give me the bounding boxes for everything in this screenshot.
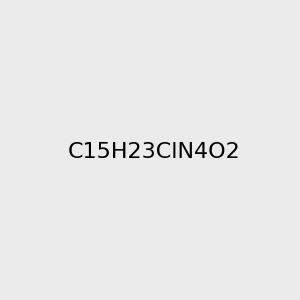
Text: C15H23ClN4O2: C15H23ClN4O2 [68,142,240,161]
